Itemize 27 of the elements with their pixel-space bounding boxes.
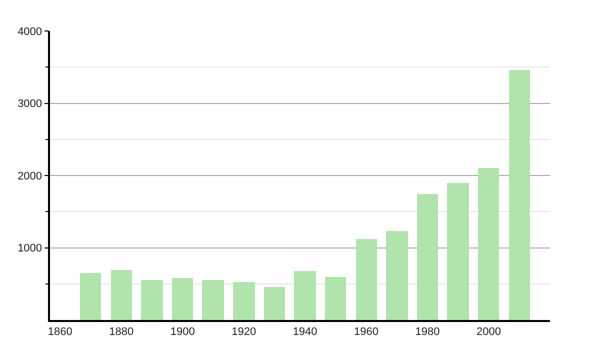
x-tick-label: 1980 xyxy=(415,326,440,338)
bar xyxy=(447,183,469,320)
bar xyxy=(417,194,438,320)
y-tick-label: 3000 xyxy=(18,98,42,110)
bar xyxy=(141,280,163,320)
y-tick-label: 1000 xyxy=(18,242,42,255)
x-tick-label: 1920 xyxy=(232,326,256,338)
y-tick-label: 2000 xyxy=(18,170,42,182)
bar xyxy=(111,270,132,320)
x-tick-label: 1860 xyxy=(48,326,72,338)
x-tick-label: 1880 xyxy=(109,326,134,338)
bar xyxy=(172,278,193,320)
x-tick-label: 1960 xyxy=(354,326,379,338)
bar xyxy=(264,287,285,320)
bar xyxy=(80,273,101,320)
bar xyxy=(325,277,346,320)
bar xyxy=(356,239,377,320)
bar xyxy=(294,271,316,320)
x-tick-label: 1940 xyxy=(292,326,318,338)
bar xyxy=(478,168,499,320)
bar xyxy=(386,231,408,320)
x-tick-label: 2000 xyxy=(476,326,501,338)
x-tick-label: 1900 xyxy=(170,326,195,338)
bar xyxy=(233,282,255,320)
y-tick-label: 4000 xyxy=(18,26,42,38)
bar xyxy=(202,280,224,320)
bar xyxy=(509,70,530,320)
